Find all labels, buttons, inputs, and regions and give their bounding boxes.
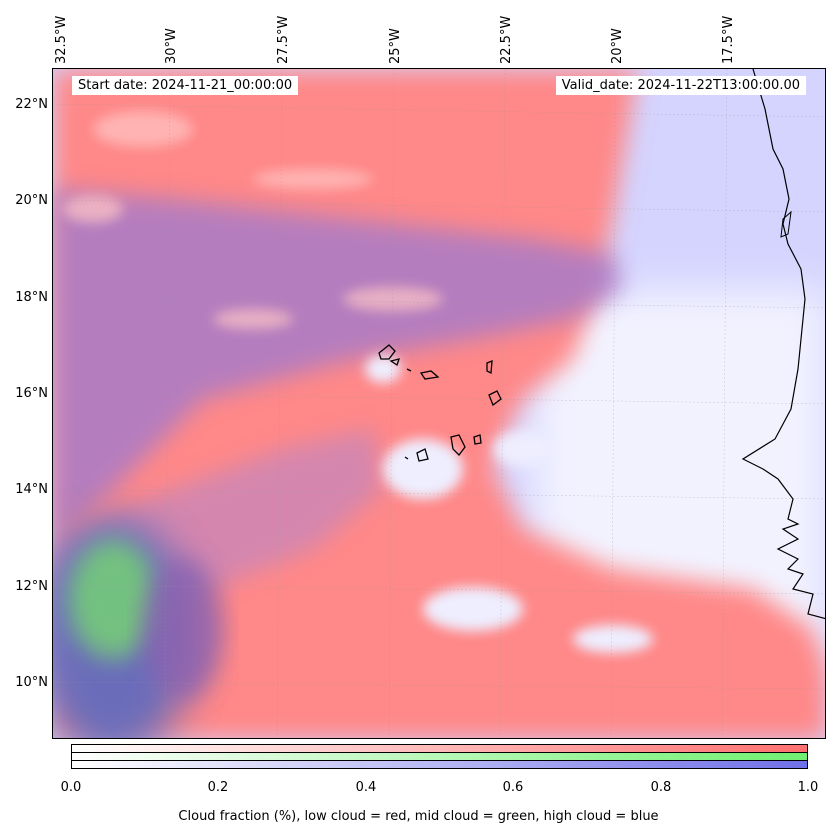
island-outline — [389, 358, 400, 367]
map-frame — [52, 68, 826, 739]
island-outline — [486, 360, 493, 375]
clear-sky-hole — [383, 439, 463, 499]
latitude-label: 12°N — [15, 579, 48, 594]
graticule-line — [53, 584, 825, 595]
island-outline — [488, 390, 502, 407]
longitude-label: 32.5°W — [54, 15, 69, 64]
island-outline — [419, 370, 440, 380]
cloud-streak — [63, 195, 123, 223]
colorbar-label: Cloud fraction (%), low cloud = red, mid… — [178, 809, 659, 824]
mixed-cloud-band — [53, 189, 623, 539]
cloud-streak — [253, 169, 373, 189]
island-outline — [406, 368, 412, 372]
island-outline — [404, 456, 409, 460]
colorbar-tick: 0.8 — [650, 780, 672, 795]
graticule — [53, 69, 825, 738]
latitude-label: 18°N — [15, 290, 48, 305]
colorbar — [71, 744, 808, 769]
graticule-line — [53, 392, 825, 405]
graticule-line — [53, 199, 825, 213]
latitude-label: 14°N — [15, 482, 48, 497]
clear-sky-hole — [573, 625, 653, 653]
colorbar-high-cloud — [71, 760, 808, 769]
cloud-streak — [93, 111, 193, 147]
island-outline — [473, 434, 482, 445]
colorbar-tick: 0.2 — [207, 780, 229, 795]
latitude-label: 22°N — [15, 97, 48, 112]
graticule-line — [53, 296, 825, 309]
cloud-map-canvas — [53, 69, 825, 738]
colorbar-tick: 1.0 — [797, 780, 819, 795]
island-outline — [416, 448, 429, 462]
island-outline — [450, 434, 466, 456]
graticule-line — [53, 488, 825, 500]
latitude-label: 20°N — [15, 193, 48, 208]
island-outline — [378, 344, 396, 360]
valid-date-label: Valid_date: 2024-11-22T13:00:00.00 — [555, 76, 806, 95]
longitude-label: 22.5°W — [499, 15, 514, 64]
start-date-label: Start date: 2024-11-21_00:00:00 — [72, 76, 299, 95]
longitude-label: 17.5°W — [721, 15, 736, 64]
cloud-streak — [213, 309, 293, 329]
longitude-label: 27.5°W — [276, 15, 291, 64]
coastal-island — [780, 210, 792, 238]
longitude-label: 20°W — [610, 28, 625, 64]
clear-sky-hole — [423, 587, 523, 631]
graticule-line — [53, 681, 825, 690]
africa-coastline — [741, 69, 825, 620]
mid-cloud-patch — [68, 539, 158, 659]
colorbar-tick: 0.0 — [60, 780, 82, 795]
mixed-cloud-patch — [143, 559, 223, 699]
cloud-streak — [343, 287, 443, 311]
latitude-label: 10°N — [15, 675, 48, 690]
colorbar-tick: 0.4 — [355, 780, 377, 795]
cape-verde-islands — [378, 344, 502, 462]
colorbar-tick: 0.6 — [502, 780, 524, 795]
clear-sky-hole — [493, 431, 553, 467]
graticule-line — [53, 103, 825, 118]
cloud-streaks — [63, 111, 443, 329]
latitude-label: 16°N — [15, 386, 48, 401]
longitude-label: 30°W — [164, 28, 179, 64]
longitude-label: 25°W — [388, 28, 403, 64]
